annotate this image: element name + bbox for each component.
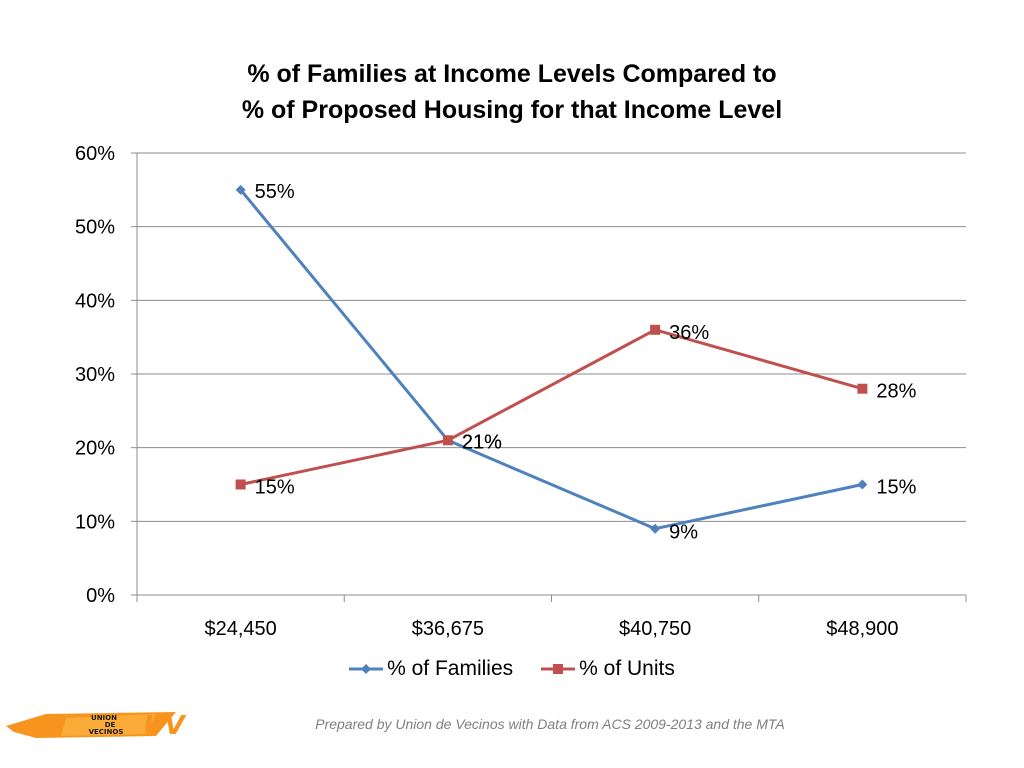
data-label-families: 9% <box>669 522 698 544</box>
data-label-families: 21% <box>462 431 502 453</box>
y-tick-label: 50% <box>75 217 115 239</box>
chart-title-line-2: % of Proposed Housing for that Income Le… <box>241 96 783 124</box>
logo-text-line-3: VECINOS <box>89 728 124 736</box>
y-tick-label: 0% <box>86 585 115 607</box>
legend-label-families: % of Families <box>387 657 514 680</box>
series-line-families <box>239 188 863 531</box>
data-point-families <box>650 523 661 534</box>
footer-credit: Prepared by Union de Vecinos with Data f… <box>315 716 785 732</box>
data-label-units: 36% <box>669 322 709 344</box>
data-label-units: 15% <box>255 477 295 499</box>
x-tick-label: $24,450 <box>204 618 276 640</box>
chart-title-line-1: % of Families at Income Levels Compared … <box>247 60 777 88</box>
data-label-families: 55% <box>255 181 295 203</box>
x-tick-label: $40,750 <box>619 618 691 640</box>
y-tick-label: 30% <box>75 364 115 386</box>
y-tick-label: 40% <box>75 290 115 312</box>
legend-swatch-families <box>349 664 384 674</box>
y-tick-label: 20% <box>75 438 115 460</box>
data-label-families: 15% <box>876 477 916 499</box>
series-line-units <box>240 328 863 486</box>
x-tick-label: $36,675 <box>412 618 484 640</box>
y-tick-label: 60% <box>75 143 115 165</box>
data-label-units: 28% <box>876 381 916 403</box>
legend-item-units: % of Units <box>541 657 675 681</box>
legend-item-families: % of Families <box>349 657 513 681</box>
data-point-units <box>857 383 868 394</box>
data-point-units <box>442 435 453 446</box>
data-point-units <box>235 479 246 490</box>
logo-text-line-2: DE <box>105 721 116 729</box>
x-tick-label: $48,900 <box>826 618 898 640</box>
data-point-units <box>650 324 661 335</box>
data-point-families <box>857 479 868 490</box>
data-label-units: 21% <box>462 431 502 453</box>
legend-swatch-units <box>541 664 576 674</box>
chart-title: % of Families at Income Levels Compared … <box>0 56 1024 128</box>
logo-mark: UV <box>143 711 186 740</box>
y-tick-label: 10% <box>75 511 115 533</box>
data-point-families <box>235 184 246 195</box>
legend-label-units: % of Units <box>579 657 675 680</box>
chart-legend: % of Families % of Units <box>0 657 1024 681</box>
union-de-vecinos-logo: UNION DE VECINOS UV <box>6 711 186 740</box>
logo-text-line-1: UNION <box>91 714 117 722</box>
